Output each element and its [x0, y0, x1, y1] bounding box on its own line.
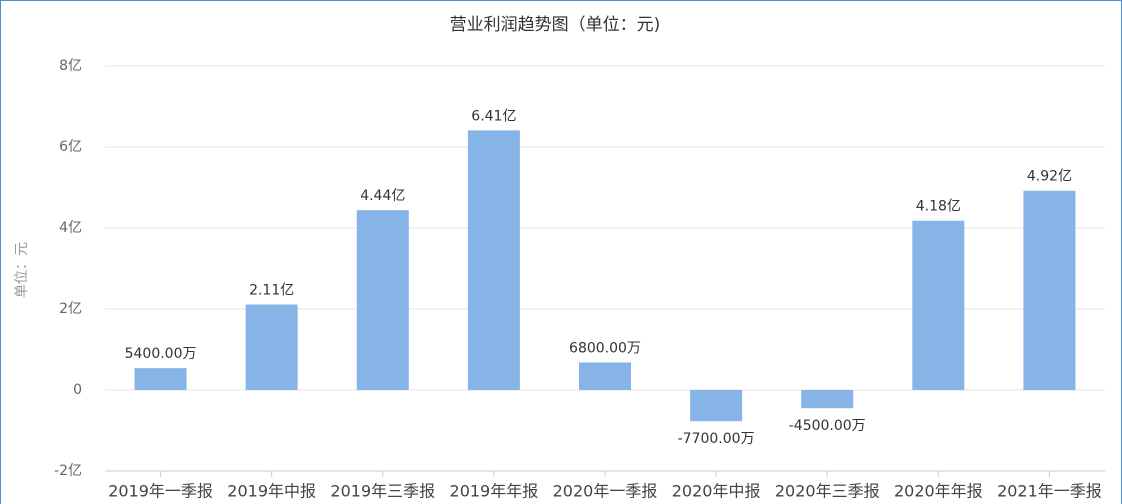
y-tick-label: 2亿	[59, 301, 82, 317]
data-label: 6.41亿	[471, 108, 516, 124]
y-tick-label: 4亿	[59, 220, 82, 236]
bar	[356, 210, 409, 390]
data-label: -7700.00万	[678, 431, 755, 447]
bar	[801, 390, 854, 409]
bar	[467, 130, 520, 390]
y-tick-label: -2亿	[54, 463, 82, 479]
x-tick-label: 2020年中报	[672, 482, 761, 501]
x-tick-label: 2021年一季报	[997, 482, 1102, 501]
data-label: -4500.00万	[789, 418, 866, 434]
chart-title: 营业利润趋势图（单位：元)	[450, 15, 661, 35]
x-tick-label: 2019年一季报	[108, 482, 213, 501]
data-label: 4.92亿	[1027, 169, 1072, 185]
y-tick-label: 0	[73, 382, 82, 398]
x-tick-label: 2019年中报	[227, 482, 316, 501]
data-label: 4.44亿	[360, 188, 405, 204]
y-tick-label: 6亿	[59, 139, 82, 155]
x-tick-label: 2019年年报	[450, 482, 539, 501]
bar	[579, 362, 631, 390]
bar	[245, 304, 298, 390]
bar	[134, 368, 187, 390]
y-tick-label: 8亿	[59, 58, 82, 74]
bar	[912, 220, 965, 390]
bar	[1023, 190, 1076, 390]
y-axis-label: 单位：元	[14, 242, 30, 298]
data-label: 6800.00万	[569, 340, 641, 356]
data-label: 5400.00万	[125, 346, 197, 362]
x-tick-label: 2020年年报	[894, 482, 983, 501]
x-tick-label: 2019年三季报	[330, 482, 435, 501]
x-tick-label: 2020年一季报	[553, 482, 658, 501]
data-label: 4.18亿	[916, 199, 961, 215]
x-tick-label: 2020年三季报	[775, 482, 880, 501]
bar	[690, 390, 743, 422]
data-label: 2.11亿	[249, 283, 294, 299]
